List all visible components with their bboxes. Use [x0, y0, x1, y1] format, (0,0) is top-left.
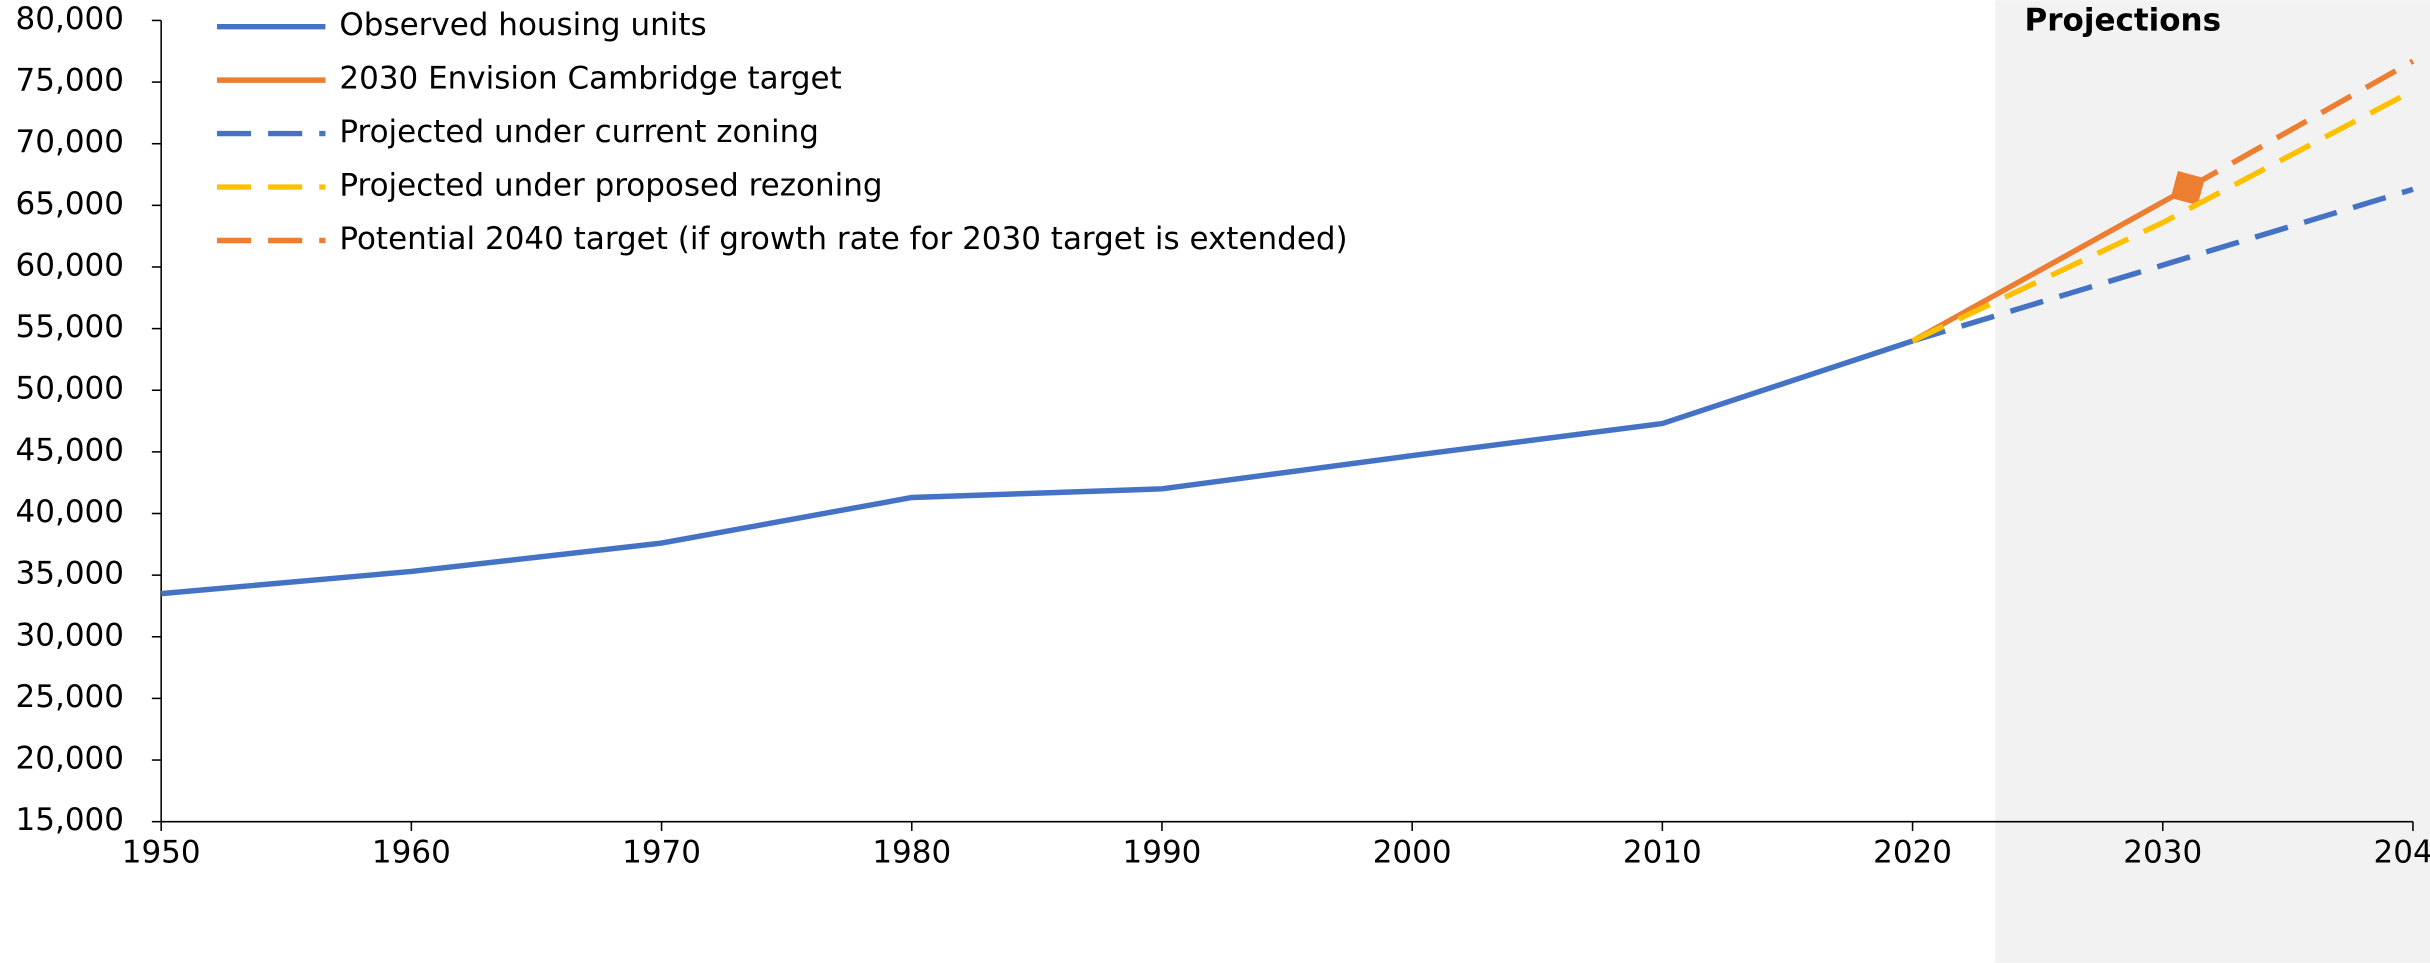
x-tick-label: 2010	[1623, 835, 1702, 871]
y-tick-label: 55,000	[16, 309, 124, 345]
y-tick-label: 30,000	[16, 617, 124, 653]
x-tick-label: 1960	[372, 835, 451, 871]
x-tick-label: 2030	[2123, 835, 2202, 871]
series-line	[1911, 185, 2190, 344]
x-tick-label: 2020	[1873, 835, 1952, 871]
series-line	[2186, 58, 2415, 191]
y-tick-label: 70,000	[16, 124, 124, 160]
legend-label: Observed housing units	[339, 7, 706, 43]
x-tick-label: 2000	[1373, 835, 1452, 871]
x-tick-label: 1970	[622, 835, 701, 871]
y-tick-label: 45,000	[16, 432, 124, 468]
y-tick-label: 65,000	[16, 186, 124, 222]
x-tick-label: 1980	[872, 835, 951, 871]
legend-label: Potential 2040 target (if growth rate fo…	[339, 221, 1347, 257]
x-tick-label: 1950	[122, 835, 201, 871]
y-tick-label: 15,000	[16, 802, 124, 838]
x-tick-label: 1990	[1123, 835, 1202, 871]
legend-label: Projected under current zoning	[339, 114, 819, 150]
series-line	[1911, 88, 2415, 344]
y-tick-label: 50,000	[16, 371, 124, 407]
annotation: Projections	[2025, 3, 2222, 39]
y-tick-label: 80,000	[16, 1, 124, 37]
y-tick-label: 25,000	[16, 679, 124, 715]
legend-label: 2030 Envision Cambridge target	[339, 61, 841, 97]
series-line	[160, 338, 1914, 597]
y-tick-label: 60,000	[16, 247, 124, 283]
projection-region	[1995, 0, 2430, 963]
y-tick-label: 20,000	[16, 741, 124, 777]
y-tick-label: 75,000	[16, 63, 124, 99]
series-line	[1911, 186, 2414, 344]
y-tick-label: 35,000	[16, 556, 124, 592]
legend-label: Projected under proposed rezoning	[339, 168, 882, 204]
y-tick-label: 40,000	[16, 494, 124, 530]
x-tick-label: 2040	[2374, 835, 2430, 871]
